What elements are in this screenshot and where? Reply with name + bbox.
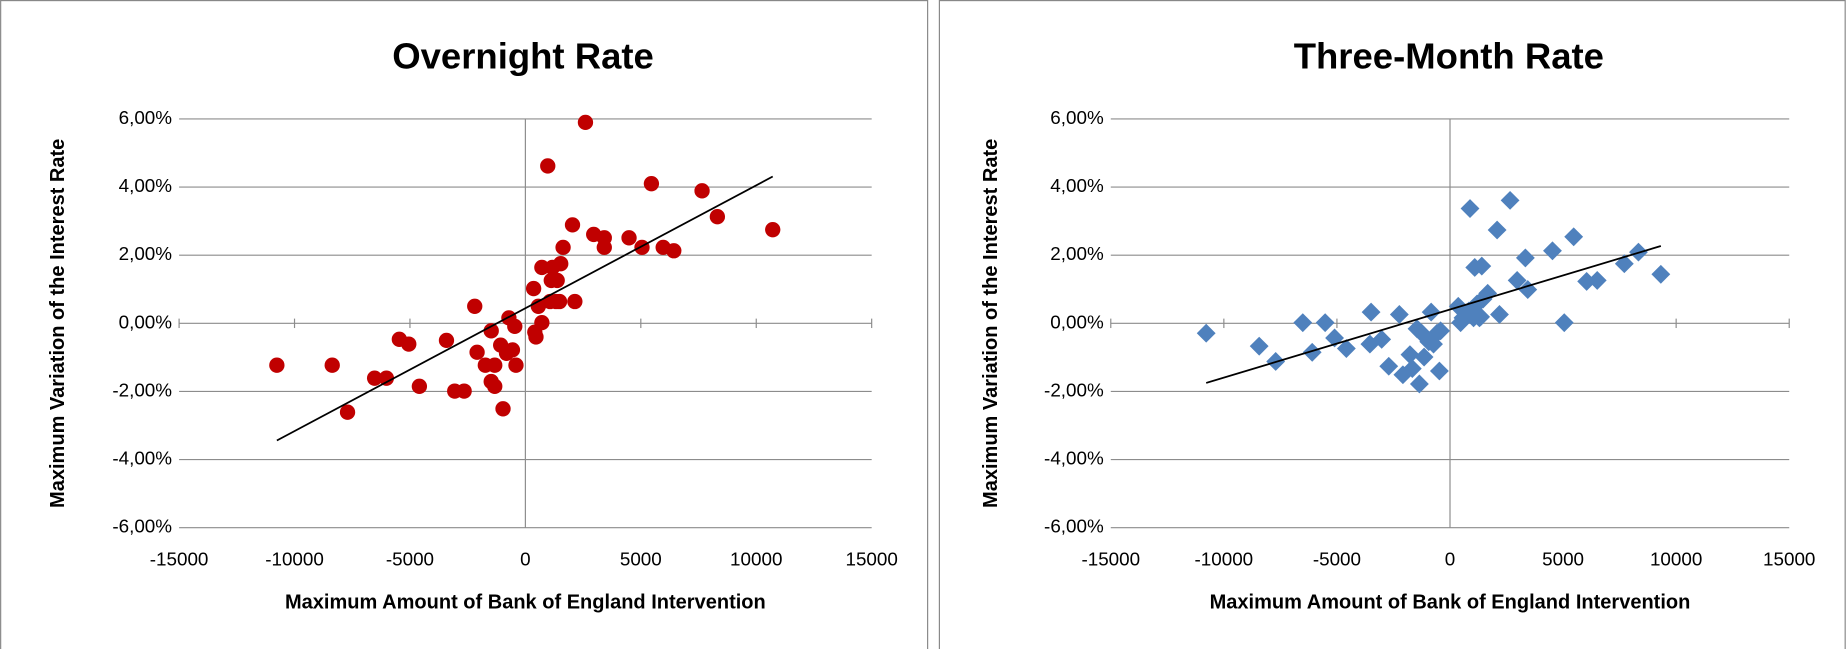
point	[438, 332, 455, 349]
y-tick-label: 2,00%	[1050, 243, 1104, 264]
x-tick-label: 5000	[1542, 549, 1584, 570]
point	[1361, 302, 1381, 322]
point	[1564, 227, 1584, 247]
x-axis-label: Maximum Amount of Bank of England Interv…	[1210, 591, 1691, 613]
x-tick-label: -10000	[265, 549, 324, 570]
y-tick-label: -4,00%	[112, 448, 172, 469]
y-tick-label: -6,00%	[112, 516, 172, 537]
point	[401, 336, 417, 352]
x-axis-label: Maximum Amount of Bank of England Interv…	[285, 591, 766, 613]
x-tick-label: 0	[520, 549, 530, 570]
point	[269, 357, 285, 373]
y-tick-label: 6,00%	[1050, 107, 1104, 128]
point	[1543, 241, 1562, 261]
point	[324, 357, 340, 373]
point	[1577, 272, 1597, 291]
point	[411, 378, 428, 394]
point	[1554, 313, 1574, 333]
point	[339, 404, 356, 420]
panel-border	[0, 0, 929, 649]
point	[1315, 313, 1335, 333]
point	[540, 158, 556, 174]
y-tick-label: -2,00%	[112, 379, 172, 400]
x-tick-label: -10000	[1195, 549, 1254, 570]
y-axis-label: Maximum Variation of the Interest Rate	[47, 139, 69, 508]
point	[1429, 361, 1449, 381]
y-tick-label: 6,00%	[119, 107, 173, 128]
y-tick-label: 4,00%	[119, 175, 173, 196]
y-tick-label: 0,00%	[1050, 311, 1104, 332]
trendline	[1205, 245, 1662, 384]
y-tick-label: -2,00%	[1044, 379, 1104, 400]
point	[634, 239, 650, 256]
x-tick-label: -5000	[1313, 549, 1361, 570]
point	[1293, 313, 1313, 333]
point	[495, 401, 511, 417]
point	[553, 256, 569, 272]
point	[643, 176, 660, 192]
point	[467, 298, 483, 314]
point	[528, 329, 544, 345]
point	[487, 378, 503, 394]
point	[1379, 356, 1399, 376]
point	[504, 342, 521, 358]
x-tick-label: -5000	[386, 549, 434, 570]
point	[487, 357, 503, 373]
chart-title: Three-Month Rate	[1294, 36, 1604, 77]
x-tick-label: 0	[1445, 549, 1455, 570]
x-tick-label: 10000	[1650, 549, 1702, 570]
point	[549, 272, 565, 289]
y-axis-label: Maximum Variation of the Interest Rate	[980, 139, 1002, 508]
trendline	[276, 175, 774, 442]
point	[621, 230, 637, 246]
point	[666, 243, 682, 259]
point	[694, 183, 710, 199]
point	[1490, 305, 1509, 324]
point	[469, 344, 485, 360]
point	[709, 209, 726, 225]
point	[577, 114, 594, 131]
point	[1389, 305, 1409, 324]
y-tick-label: 4,00%	[1050, 175, 1104, 196]
point	[1500, 190, 1520, 210]
x-tick-label: -15000	[150, 549, 209, 570]
point	[551, 293, 568, 310]
x-tick-label: -15000	[1081, 549, 1140, 570]
point	[1402, 359, 1422, 379]
point	[1409, 374, 1429, 394]
panel-border	[938, 0, 1846, 649]
point	[525, 280, 542, 297]
point	[1471, 307, 1491, 327]
point	[567, 293, 583, 310]
chart-title: Overnight Rate	[392, 36, 654, 77]
x-tick-label: 10000	[730, 549, 782, 570]
point	[378, 370, 395, 386]
point	[534, 314, 550, 331]
point	[366, 370, 383, 386]
point	[456, 383, 472, 399]
point	[534, 259, 550, 276]
point	[507, 318, 523, 335]
x-tick-label: 15000	[1763, 549, 1815, 570]
y-tick-label: -6,00%	[1044, 516, 1104, 537]
x-tick-label: 5000	[620, 549, 662, 570]
y-tick-label: -4,00%	[1044, 448, 1104, 469]
point	[564, 217, 581, 233]
point	[483, 323, 499, 339]
point	[765, 222, 781, 238]
point	[1487, 220, 1507, 240]
y-tick-label: 2,00%	[119, 243, 173, 264]
y-tick-label: 0,00%	[119, 311, 173, 332]
point	[596, 230, 612, 246]
point	[555, 239, 571, 256]
point	[508, 357, 524, 373]
x-tick-label: 15000	[845, 549, 897, 570]
